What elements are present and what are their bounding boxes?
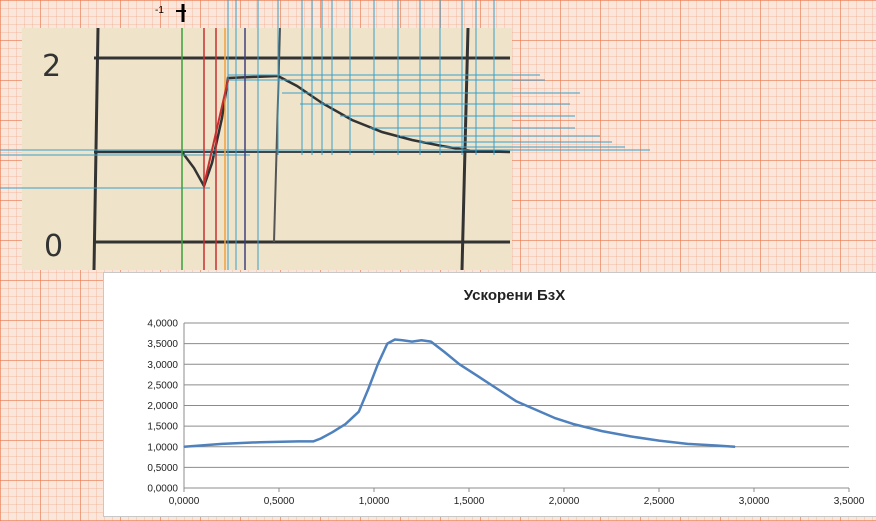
series-point: [629, 435, 632, 438]
series-point: [386, 343, 388, 345]
scan-label-bottom: 0: [44, 229, 63, 264]
scanned-trace-drawing: 2 0: [42, 27, 511, 271]
series-point: [686, 443, 689, 445]
y-tick-label: 0,5000: [147, 463, 178, 474]
scan-trace-line: [94, 74, 511, 190]
y-tick-label: 1,5000: [147, 422, 178, 433]
series-point: [572, 423, 575, 425]
series-point: [344, 423, 347, 425]
scan-axis-mid: [273, 27, 281, 243]
series-point: [443, 351, 445, 353]
y-tick-label: 0,0000: [147, 484, 178, 495]
x-tick-label: 1,5000: [454, 496, 485, 507]
series-point: [331, 431, 333, 433]
series-point: [715, 444, 717, 447]
series-point: [367, 388, 369, 390]
x-axis-ticks: 0,0000 0,5000 1,0000 1,5000 2,0000 2,5000 3,00…: [169, 488, 865, 507]
series-point: [430, 340, 432, 343]
series-line: [183, 338, 736, 449]
series-point: [358, 411, 360, 413]
series-point: [183, 446, 185, 448]
series-point: [458, 363, 461, 365]
series-point: [658, 439, 660, 442]
series-point: [221, 443, 223, 445]
x-tick-label: 3,0000: [739, 496, 770, 507]
y-tick-label: 3,0000: [147, 360, 178, 371]
series-point: [411, 340, 413, 343]
x-tick-label: 0,0000: [169, 496, 200, 507]
series-point: [320, 437, 322, 440]
series-point: [515, 400, 518, 402]
scan-label-top: 2: [42, 49, 61, 84]
chart-gridlines: [184, 322, 849, 468]
series-point: [496, 388, 499, 390]
chart-axes: [183, 323, 849, 489]
blue-horizontal-lines: [0, 74, 650, 189]
line-chart: 0,0000 0,5000 1,0000 1,5000 2,0000 2,5000 3,00…: [147, 319, 865, 508]
x-tick-label: 2,0000: [549, 496, 580, 507]
y-tick-label: 3,5000: [147, 339, 178, 350]
series-point: [377, 363, 379, 365]
series-point: [477, 376, 480, 378]
blue-vertical-lines: [227, 0, 495, 270]
series-point: [401, 339, 404, 341]
scan-axis-left: [92, 27, 100, 271]
series-point: [297, 440, 299, 442]
red-slope-segment: [203, 79, 229, 186]
marker-label: -1: [155, 5, 164, 16]
series-point: [420, 339, 423, 341]
series-point: [734, 446, 736, 448]
y-tick-label: 1,0000: [147, 442, 178, 453]
series-point: [601, 430, 603, 432]
y-tick-label: 2,0000: [147, 401, 178, 412]
chart-series: [183, 338, 736, 449]
chart-panel: Ускорени БзХ 0,0000 0,5000 1,0000 1,5000 2,0…: [103, 272, 876, 517]
series-point: [534, 409, 537, 411]
x-tick-label: 1,0000: [359, 496, 390, 507]
y-tick-label: 2,5000: [147, 380, 178, 391]
series-point: [394, 338, 396, 341]
x-tick-label: 2,5000: [644, 496, 675, 507]
y-axis-ticks: 0,0000 0,5000 1,0000 1,5000 2,0000 2,5000 3,00…: [147, 319, 178, 495]
scanned-trace-image: 2 0: [22, 27, 512, 271]
series-point: [553, 417, 556, 419]
y-tick-label: 4,0000: [147, 319, 178, 330]
x-tick-label: 0,5000: [264, 496, 295, 507]
series-point: [259, 441, 261, 443]
chart-title: Ускорени БзХ: [463, 287, 566, 304]
x-tick-label: 3,5000: [834, 496, 865, 507]
series-point: [312, 440, 314, 442]
